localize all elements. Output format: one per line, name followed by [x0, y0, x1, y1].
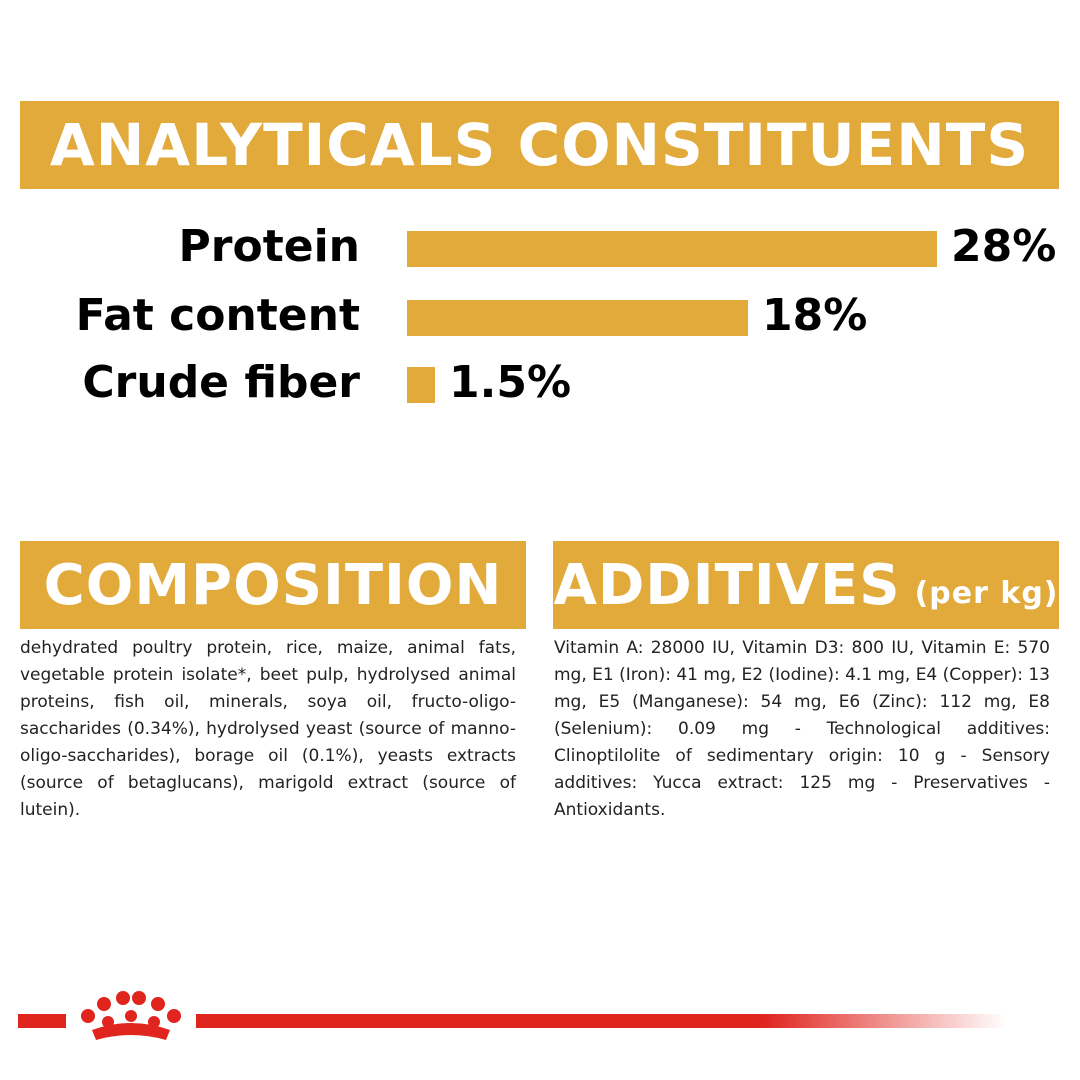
row-value: 1.5% — [449, 357, 572, 408]
additives-unit: (per kg) — [914, 575, 1059, 611]
analyticals-title: ANALYTICALS CONSTITUENTS — [49, 111, 1030, 179]
analytical-row-fat: Fat content 18% — [0, 291, 1080, 341]
analytical-row-protein: Protein 28% — [0, 222, 1080, 272]
analyticals-banner: ANALYTICALS CONSTITUENTS — [20, 101, 1059, 189]
composition-title: COMPOSITION — [43, 552, 503, 618]
composition-text: dehydrated poultry protein, rice, maize,… — [20, 638, 516, 820]
additives-banner: ADDITIVES (per kg) — [553, 541, 1059, 629]
row-bar — [407, 300, 748, 336]
row-value: 18% — [762, 290, 868, 341]
row-label: Crude fiber — [82, 357, 360, 408]
royal-canin-crown-icon — [81, 991, 181, 1040]
row-bar — [407, 367, 435, 403]
additives-text: Vitamin A: 28000 IU, Vitamin D3: 800 IU,… — [554, 638, 1050, 820]
row-bar — [407, 231, 937, 267]
composition-banner: COMPOSITION — [20, 541, 526, 629]
row-label: Protein — [178, 221, 360, 272]
analytical-row-fiber: Crude fiber 1.5% — [0, 358, 1080, 408]
footer-line-right — [196, 1014, 1006, 1028]
additives-title: ADDITIVES — [553, 552, 901, 618]
row-value: 28% — [951, 221, 1057, 272]
row-label: Fat content — [75, 290, 360, 341]
footer-line-left — [18, 1014, 66, 1028]
